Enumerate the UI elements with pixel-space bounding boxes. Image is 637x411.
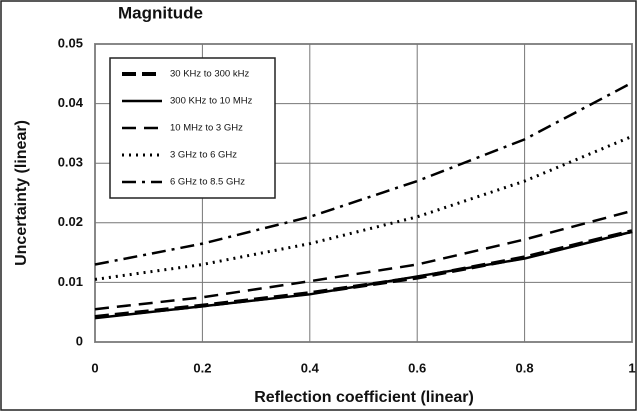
y-tick-label: 0.05	[58, 35, 83, 50]
x-axis-label: Reflection coefficient (linear)	[254, 389, 474, 406]
legend-label: 300 KHz to 10 MHz	[170, 96, 253, 107]
legend-label: 3 GHz to 6 GHz	[170, 150, 237, 161]
y-tick-label: 0.04	[58, 95, 84, 110]
x-tick-label: 0.4	[301, 360, 320, 375]
legend-label: 30 KHz to 300 kHz	[170, 69, 249, 80]
y-tick-label: 0.02	[58, 214, 83, 229]
legend-label: 6 GHz to 8.5 GHz	[170, 177, 245, 188]
line-series	[94, 134, 633, 281]
y-tick-label: 0	[76, 333, 83, 348]
x-tick-label: 0.2	[193, 360, 211, 375]
legend-box	[109, 57, 276, 199]
x-tick-label: 0.8	[516, 360, 534, 375]
chart-title: Magnitude	[118, 3, 203, 22]
x-tick-label: 1	[628, 360, 635, 375]
y-axis-label: Uncertainty (linear)	[13, 120, 30, 266]
x-tick-label: 0	[91, 360, 98, 375]
line-series	[94, 209, 633, 311]
line-series	[94, 230, 633, 320]
y-tick-label: 0.03	[58, 155, 83, 170]
line-series	[94, 81, 633, 266]
x-tick-label: 0.6	[408, 360, 426, 375]
y-tick-label: 0.01	[58, 274, 83, 289]
legend-label: 10 MHz to 3 GHz	[170, 123, 243, 134]
